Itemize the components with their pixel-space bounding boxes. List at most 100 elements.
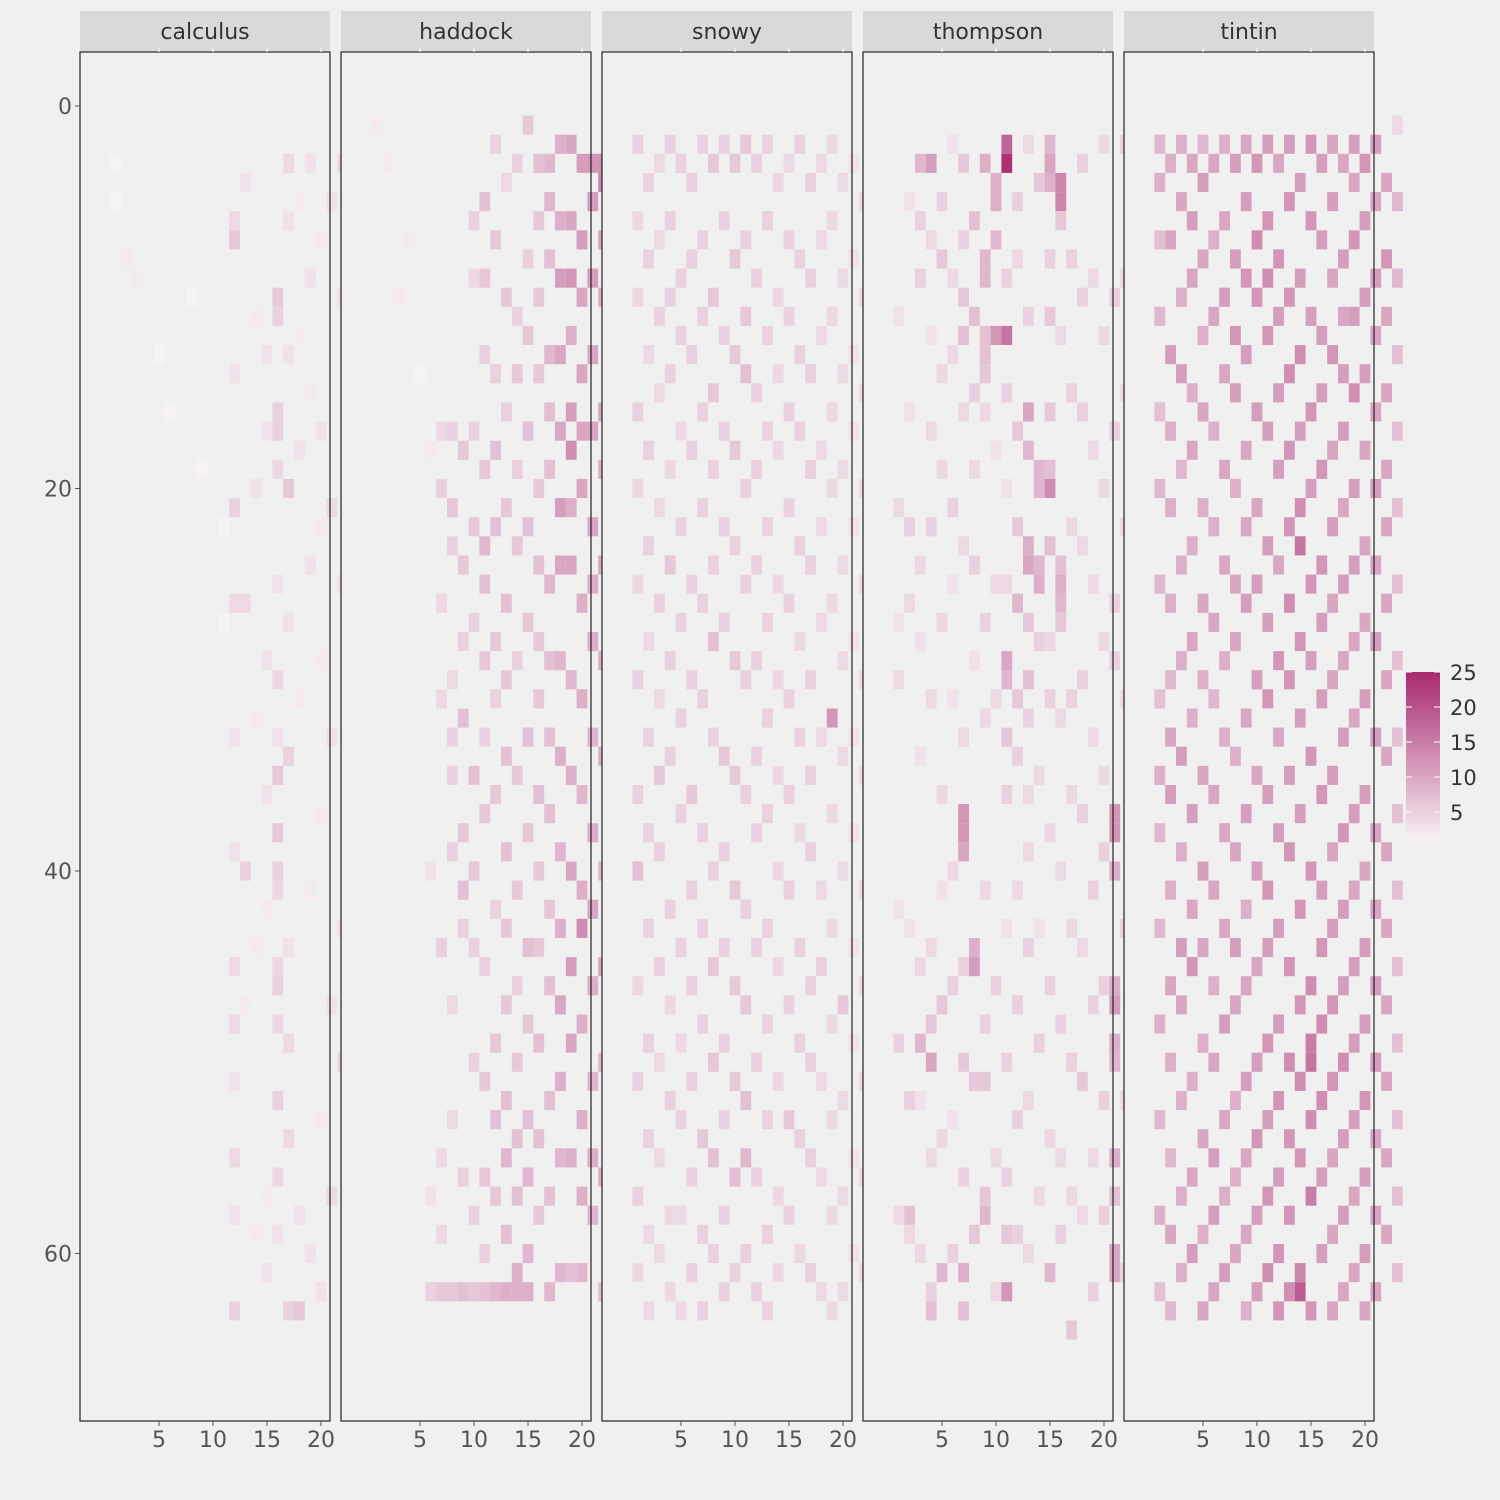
heatmap-cell [1176,287,1187,307]
heatmap-cell [751,153,762,173]
heatmap-cell [837,1282,849,1302]
x-tick-label: 10 [1243,1428,1271,1453]
heatmap-cell [436,689,447,709]
heatmap-cell [315,651,327,671]
heatmap-cell [848,727,860,747]
heatmap-cell [1109,995,1121,1015]
heatmap-cell [1348,1033,1360,1053]
heatmap-cell [762,918,773,938]
heatmap-cell [1176,746,1187,766]
heatmap-cell [1197,593,1209,613]
heatmap-cell [565,957,577,977]
heatmap-cell [1273,918,1284,938]
heatmap-cell [697,134,708,154]
heatmap-cell [947,574,959,594]
x-tick-label: 5 [935,1428,949,1453]
heatmap-cell [1370,402,1382,422]
heatmap-cell [729,880,741,900]
heatmap-cell [936,364,948,384]
heatmap-cell [958,536,969,556]
heatmap-cell [1176,555,1187,575]
heatmap-cell [1055,574,1067,594]
heatmap-cell [990,1148,1002,1168]
heatmap-cell [697,498,708,518]
heatmap-cell [1273,459,1284,479]
x-tick-label: 15 [775,1428,803,1453]
heatmap-cell [1219,134,1230,154]
heatmap-cell [1055,612,1067,632]
heatmap-cell [1176,364,1187,384]
heatmap-cell [1186,1167,1198,1187]
heatmap-cell [1284,1052,1295,1072]
heatmap-cell [1273,727,1284,747]
heatmap-cell [915,555,926,575]
heatmap-cell [479,574,491,594]
heatmap-cell [915,211,926,231]
heatmap-cell [1001,268,1013,288]
heatmap-cell [979,364,991,384]
heatmap-cell [837,555,849,575]
heatmap-cell [1316,1167,1328,1187]
heatmap-cell [675,938,687,958]
heatmap-cell [1098,1205,1110,1225]
heatmap-cell [729,651,741,671]
heatmap-cell [555,1263,566,1283]
heatmap-cell [479,536,491,556]
heatmap-cell [740,478,752,498]
heatmap-cell [1338,976,1349,996]
heatmap-cell [1284,842,1295,862]
heatmap-cell [229,727,240,747]
heatmap-cell [522,517,534,537]
heatmap-cell [1033,632,1045,652]
heatmap-cell [1273,306,1284,326]
heatmap-cell [718,325,730,345]
heatmap-cell [1230,995,1241,1015]
heatmap-cell [1240,517,1252,537]
heatmap-cell [632,1263,644,1283]
heatmap-cell [1154,1014,1166,1034]
heatmap-cell [1316,689,1328,709]
heatmap-cell [229,842,240,862]
heatmap-cell [1098,478,1110,498]
heatmap-cell [783,153,795,173]
heatmap-cell [632,211,644,231]
heatmap-cell [1370,555,1382,575]
panel-border [340,51,592,1422]
heatmap-cell [1230,383,1241,403]
heatmap-cell [229,1205,240,1225]
heatmap-cell [675,804,687,824]
heatmap-cell [447,995,458,1015]
heatmap-cell [1284,1282,1295,1302]
heatmap-cell [947,1110,959,1130]
heatmap-cell [1208,1148,1220,1168]
heatmap-cell [382,153,393,173]
heatmap-cell [772,1071,784,1091]
x-tick-label: 5 [674,1428,688,1453]
heatmap-cell [686,976,698,996]
heatmap-cell [436,593,447,613]
heatmap-cell [1044,134,1056,154]
heatmap-cell [1165,1148,1176,1168]
heatmap-cell [925,153,937,173]
heatmap-cell [1348,1110,1360,1130]
legend-tick-label: 20 [1450,696,1477,720]
x-tick-label: 5 [413,1428,427,1453]
heatmap-cell [925,1301,937,1321]
heatmap-cell [632,670,644,690]
heatmap-cell [533,861,545,881]
heatmap-cell [1077,938,1088,958]
heatmap-cell [826,1014,838,1034]
heatmap-cell [762,1014,773,1034]
heatmap-cell [848,421,860,441]
heatmap-cell [1381,918,1392,938]
heatmap-cell [1359,536,1371,556]
heatmap-cell [979,1071,991,1091]
heatmap-cell [447,765,458,785]
heatmap-cell [283,1129,294,1149]
heatmap-cell [1219,364,1230,384]
heatmap-cell [555,498,566,518]
heatmap-cell [708,861,719,881]
heatmap-cell [511,364,523,384]
heatmap-cell [1165,593,1176,613]
heatmap-cell [1392,345,1403,365]
